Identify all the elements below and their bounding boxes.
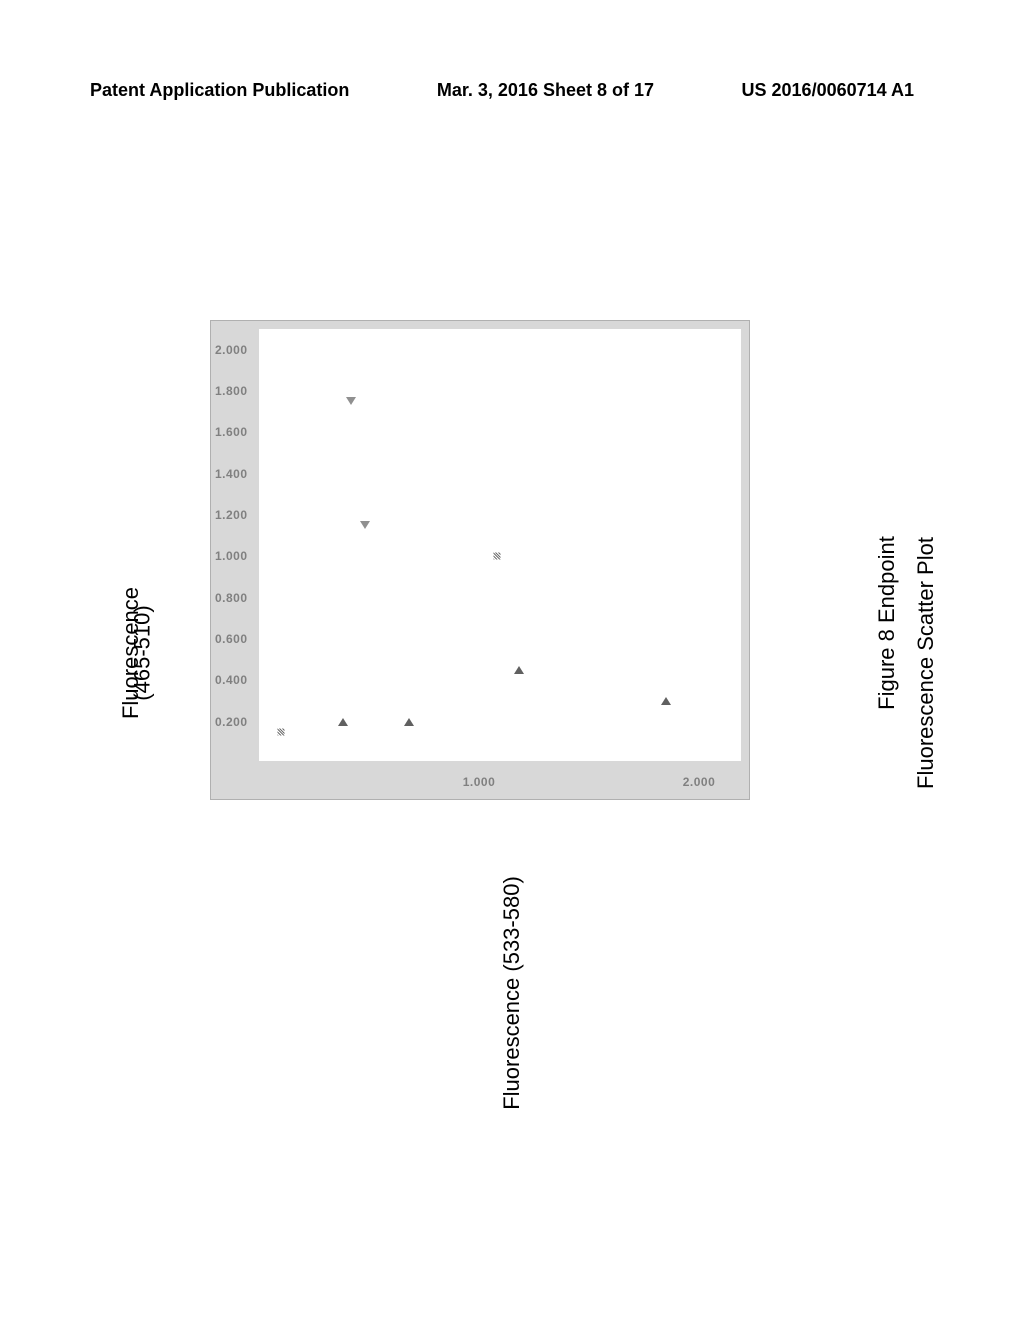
y-tick-label: 1.200 — [215, 508, 248, 522]
scatter-point — [404, 718, 414, 726]
x-axis-label: Fluorescence (533-580) — [499, 876, 525, 1110]
y-tick-label: 0.400 — [215, 673, 248, 687]
scatter-point — [360, 521, 370, 529]
scatter-point — [493, 553, 500, 560]
header-right: US 2016/0060714 A1 — [742, 80, 914, 101]
y-tick-label: 0.800 — [215, 591, 248, 605]
figure-8: Figure 8 Endpoint Fluorescence Scatter P… — [120, 190, 900, 1210]
y-tick-label: 1.400 — [215, 467, 248, 481]
y-tick-label: 1.800 — [215, 384, 248, 398]
patent-header: Patent Application Publication Mar. 3, 2… — [0, 80, 1024, 101]
y-tick-label: 1.000 — [215, 549, 248, 563]
scatter-point — [338, 718, 348, 726]
y-tick-label: 0.600 — [215, 632, 248, 646]
header-left: Patent Application Publication — [90, 80, 349, 101]
scatter-point — [661, 697, 671, 705]
figure-title-line2: Fluorescence Scatter Plot — [913, 537, 939, 789]
scatter-plot-panel: 2.000 1.800 1.600 1.400 1.200 1.000 0.800 0.600… — [210, 320, 750, 800]
figure-title-line1: Figure 8 Endpoint — [874, 536, 900, 710]
scatter-point — [346, 397, 356, 405]
x-tick-label: 2.000 — [683, 775, 716, 789]
scatter-point — [278, 729, 285, 736]
scatter-plot-area — [259, 329, 741, 761]
y-tick-label: 2.000 — [215, 343, 248, 357]
y-tick-label: 1.600 — [215, 425, 248, 439]
scatter-point — [514, 666, 524, 674]
x-tick-label: 1.000 — [463, 775, 496, 789]
header-center: Mar. 3, 2016 Sheet 8 of 17 — [437, 80, 654, 101]
y-axis-label-line2: (465-510) — [130, 605, 156, 700]
y-tick-label: 0.200 — [215, 715, 248, 729]
